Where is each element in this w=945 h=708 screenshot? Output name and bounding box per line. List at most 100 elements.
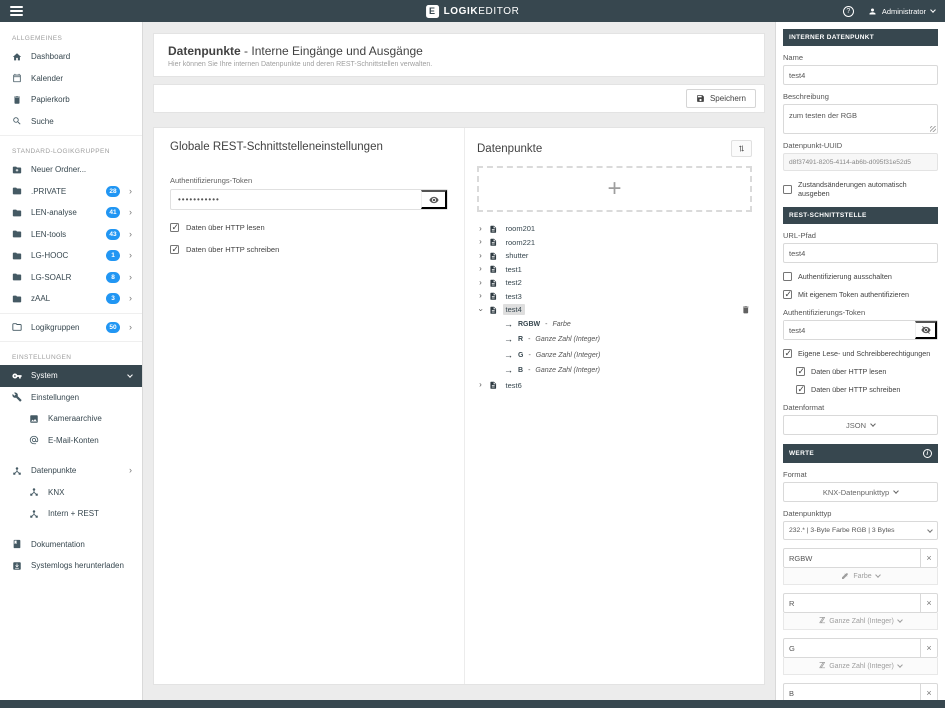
sidebar-item-datenpunkte[interactable]: Datenpunkte ›: [0, 460, 142, 482]
add-datapoint-dropzone[interactable]: +: [477, 166, 752, 212]
sidebar-item-einstellungen[interactable]: Einstellungen: [0, 387, 142, 409]
datenpunkte-heading: Datenpunkte: [477, 142, 543, 155]
sidebar-item-len-tools[interactable]: LEN-tools 43 ›: [0, 224, 142, 246]
remove-value-button[interactable]: ×: [921, 638, 938, 658]
sidebar-item-logikgruppen[interactable]: Logikgruppen 50 ›: [0, 317, 142, 339]
chevron-right-icon[interactable]: ›: [129, 271, 132, 282]
menu-icon[interactable]: [10, 6, 23, 16]
tree-child-b[interactable]: → B - Ganze Zahl (Integer): [504, 365, 600, 376]
value-name-field[interactable]: [783, 638, 921, 658]
tree-child-r[interactable]: → R - Ganze Zahl (Integer): [504, 334, 600, 345]
value-name-field[interactable]: [783, 548, 921, 568]
tree-item-test6[interactable]: › test6: [477, 379, 752, 393]
hide-token-button[interactable]: [915, 321, 937, 339]
delete-datapoint-button[interactable]: [741, 302, 751, 317]
trash-icon: [12, 95, 22, 105]
sidebar-item-private[interactable]: .PRIVATE 28 ›: [0, 181, 142, 203]
http-write-checkbox[interactable]: [170, 244, 179, 255]
sidebar-item-lg-hooc[interactable]: LG-HOOC 1 ›: [0, 245, 142, 267]
chevron-down-icon: [893, 488, 899, 494]
chevron-right-icon[interactable]: ›: [479, 264, 482, 274]
tree-item-shutter[interactable]: › shutter: [477, 249, 752, 263]
own-rw-checkbox[interactable]: [783, 348, 792, 359]
rest-http-read-checkbox[interactable]: [796, 366, 805, 377]
beschreibung-field[interactable]: zum testen der RGB: [783, 104, 938, 134]
token-label: Authentifizierungs-Token: [783, 308, 866, 317]
format-select[interactable]: KNX-Datenpunkttyp: [783, 482, 938, 502]
chevron-right-icon[interactable]: ›: [479, 237, 482, 247]
tree-item-test2[interactable]: › test2: [477, 276, 752, 290]
sidebar-item-knx[interactable]: KNX: [0, 482, 142, 504]
sidebar-section-groups: STANDARD-LOGIKGRUPPEN: [12, 148, 110, 155]
sort-button[interactable]: [731, 140, 752, 157]
chevron-right-icon[interactable]: ›: [129, 250, 132, 261]
sidebar-item-papierkorb[interactable]: Papierkorb: [0, 89, 142, 111]
sidebar-item-system[interactable]: System: [0, 365, 142, 387]
help-icon[interactable]: ?: [842, 5, 854, 17]
sidebar-item-kameraarchive[interactable]: Kameraarchive: [0, 408, 142, 430]
chevron-down-icon[interactable]: ›: [476, 308, 486, 312]
sidebar-item-len-analyse[interactable]: LEN-analyse 41 ›: [0, 202, 142, 224]
tree-item-test4[interactable]: › test4: [477, 303, 752, 317]
http-read-checkbox[interactable]: [170, 222, 179, 233]
token-field[interactable]: [784, 321, 915, 339]
value-name-field[interactable]: [783, 593, 921, 613]
chevron-right-icon[interactable]: ›: [129, 207, 132, 218]
show-token-button[interactable]: [421, 190, 447, 209]
value-type-select[interactable]: Farbe: [783, 568, 938, 585]
folder-outline-icon: [12, 322, 22, 332]
save-button[interactable]: Speichern: [685, 89, 756, 108]
chevron-right-icon[interactable]: ›: [129, 293, 132, 304]
uuid-label: Datenpunkt-UUID: [783, 141, 843, 150]
rest-http-write-checkbox[interactable]: [796, 384, 805, 395]
chevron-right-icon[interactable]: ›: [479, 277, 482, 287]
datenformat-select[interactable]: JSON: [783, 415, 938, 435]
name-field[interactable]: [783, 65, 938, 85]
own-token-checkbox[interactable]: [783, 289, 792, 300]
datenpunkttyp-select[interactable]: 232.* | 3-Byte Farbe RGB | 3 Bytes: [783, 521, 938, 540]
chevron-right-icon[interactable]: ›: [479, 291, 482, 301]
tree-child-rgbw[interactable]: → RGBW - Farbe: [504, 318, 571, 329]
auth-off-checkbox[interactable]: [783, 272, 792, 281]
user-menu[interactable]: Administrator: [868, 7, 936, 16]
chevron-right-icon[interactable]: ›: [479, 250, 482, 260]
plus-icon: +: [607, 175, 622, 202]
sidebar-item-kalender[interactable]: Kalender: [0, 68, 142, 90]
datapoint-file-icon: [489, 279, 498, 288]
section-rest-schnittstelle: REST-SCHNITTSTELLE: [783, 207, 938, 224]
chevron-right-icon[interactable]: ›: [129, 185, 132, 196]
sidebar-item-dashboard[interactable]: Dashboard: [0, 46, 142, 68]
chevron-right-icon[interactable]: ›: [479, 380, 482, 390]
url-pfad-field[interactable]: [783, 243, 938, 263]
info-icon[interactable]: i: [923, 449, 932, 458]
datenpunkttyp-label: Datenpunkttyp: [783, 509, 832, 518]
chevron-right-icon[interactable]: ›: [129, 321, 132, 332]
remove-value-button[interactable]: ×: [921, 593, 938, 613]
remove-value-button[interactable]: ×: [921, 548, 938, 568]
value-type-select[interactable]: ℤ Ganze Zahl (Integer): [783, 613, 938, 630]
sidebar-item-suche[interactable]: Suche: [0, 111, 142, 133]
tree-item-room221[interactable]: › room221: [477, 236, 752, 250]
datapoint-file-icon: [489, 252, 498, 261]
chevron-right-icon[interactable]: ›: [479, 223, 482, 233]
sidebar-item-neuer-ordner[interactable]: Neuer Ordner...: [0, 159, 142, 181]
count-badge: 28: [106, 185, 120, 197]
tree-item-room201[interactable]: › room201: [477, 222, 752, 236]
tree-item-test1[interactable]: › test1: [477, 263, 752, 277]
sidebar-item-dokumentation[interactable]: Dokumentation: [0, 534, 142, 556]
tree-item-test3[interactable]: › test3: [477, 290, 752, 304]
remove-value-button[interactable]: ×: [921, 683, 938, 700]
value-name-field[interactable]: [783, 683, 921, 700]
sidebar-item-zaal[interactable]: zAAL 3 ›: [0, 288, 142, 310]
sidebar-section-general: ALLGEMEINES: [12, 35, 63, 42]
sidebar-item-email-konten[interactable]: E-Mail-Konten: [0, 430, 142, 452]
sidebar-item-systemlogs[interactable]: Systemlogs herunterladen: [0, 555, 142, 577]
chevron-right-icon[interactable]: ›: [129, 228, 132, 239]
sidebar-item-intern-rest[interactable]: Intern + REST: [0, 503, 142, 525]
sidebar-item-lg-soalr[interactable]: LG-SOALR 8 ›: [0, 267, 142, 289]
global-token-input[interactable]: •••••••••••: [178, 195, 220, 204]
auto-output-checkbox[interactable]: [783, 184, 792, 194]
value-type-select[interactable]: ℤ Ganze Zahl (Integer): [783, 658, 938, 675]
beschreibung-label: Beschreibung: [783, 92, 829, 101]
tree-child-g[interactable]: → G - Ganze Zahl (Integer): [504, 349, 601, 360]
